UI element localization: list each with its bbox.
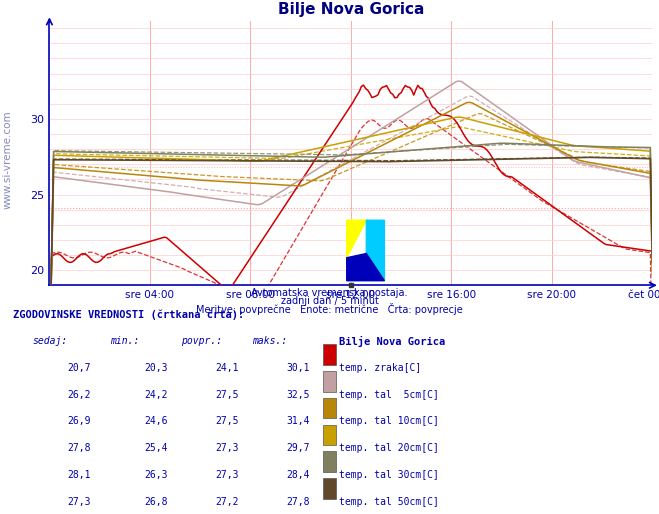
- Text: 27,3: 27,3: [215, 470, 239, 480]
- Polygon shape: [347, 253, 384, 281]
- Text: 20,7: 20,7: [67, 363, 90, 373]
- Text: 27,8: 27,8: [67, 443, 90, 453]
- Text: 31,4: 31,4: [287, 416, 310, 426]
- Text: 28,1: 28,1: [67, 470, 90, 480]
- Bar: [323, 371, 336, 392]
- Text: ZGODOVINSKE VREDNOSTI (črtkana črta):: ZGODOVINSKE VREDNOSTI (črtkana črta):: [13, 309, 244, 320]
- Title: Bilje Nova Gorica: Bilje Nova Gorica: [277, 2, 424, 16]
- Text: 27,5: 27,5: [215, 416, 239, 426]
- Text: temp. tal  5cm[C]: temp. tal 5cm[C]: [339, 390, 439, 399]
- Text: 26,2: 26,2: [67, 390, 90, 399]
- Text: 24,1: 24,1: [215, 363, 239, 373]
- Text: 26,8: 26,8: [144, 497, 168, 506]
- Text: 20,3: 20,3: [144, 363, 168, 373]
- Text: povpr.:: povpr.:: [181, 336, 222, 346]
- Text: www.si-vreme.com: www.si-vreme.com: [3, 110, 13, 209]
- Bar: [347, 220, 384, 281]
- Text: Avtomatska vremenska postaja.: Avtomatska vremenska postaja.: [251, 288, 408, 298]
- Text: zadnji dan / 5 minut: zadnji dan / 5 minut: [281, 296, 378, 305]
- Text: temp. tal 10cm[C]: temp. tal 10cm[C]: [339, 416, 439, 426]
- Text: temp. tal 30cm[C]: temp. tal 30cm[C]: [339, 470, 439, 480]
- Bar: [323, 344, 336, 365]
- Bar: [323, 451, 336, 472]
- Text: 30,1: 30,1: [287, 363, 310, 373]
- Text: Meritve: povprečne   Enote: metrične   Črta: povprecje: Meritve: povprečne Enote: metrične Črta:…: [196, 303, 463, 315]
- Text: 28,4: 28,4: [287, 470, 310, 480]
- Text: sedaj:: sedaj:: [32, 336, 68, 346]
- Text: temp. tal 20cm[C]: temp. tal 20cm[C]: [339, 443, 439, 453]
- Text: 26,3: 26,3: [144, 470, 168, 480]
- Text: Bilje Nova Gorica: Bilje Nova Gorica: [339, 336, 445, 347]
- Bar: [323, 478, 336, 499]
- Text: 27,3: 27,3: [67, 497, 90, 506]
- Text: 32,5: 32,5: [287, 390, 310, 399]
- Text: min.:: min.:: [110, 336, 139, 346]
- Text: temp. tal 50cm[C]: temp. tal 50cm[C]: [339, 497, 439, 506]
- Text: 26,9: 26,9: [67, 416, 90, 426]
- Bar: [323, 398, 336, 418]
- Polygon shape: [347, 220, 366, 258]
- Text: temp. zraka[C]: temp. zraka[C]: [339, 363, 422, 373]
- Text: 27,2: 27,2: [215, 497, 239, 506]
- Text: 24,6: 24,6: [144, 416, 168, 426]
- Text: 29,7: 29,7: [287, 443, 310, 453]
- Text: 27,8: 27,8: [287, 497, 310, 506]
- Text: 27,3: 27,3: [215, 443, 239, 453]
- Bar: [323, 425, 336, 445]
- Text: 27,5: 27,5: [215, 390, 239, 399]
- Text: 24,2: 24,2: [144, 390, 168, 399]
- Text: maks.:: maks.:: [252, 336, 287, 346]
- Text: 25,4: 25,4: [144, 443, 168, 453]
- Polygon shape: [366, 220, 384, 281]
